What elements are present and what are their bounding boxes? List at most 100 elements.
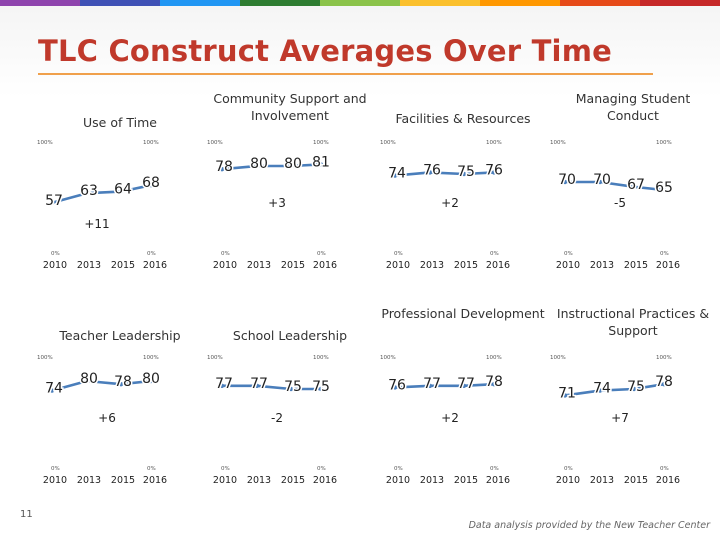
data-label: 75: [627, 379, 645, 395]
data-point: [254, 163, 260, 169]
x-tick-label: 2016: [143, 475, 167, 483]
x-tick-label: 2013: [247, 260, 271, 268]
series-line: [51, 379, 152, 392]
data-point: [318, 386, 324, 392]
data-point: [392, 173, 398, 178]
x-tick-label: 2016: [313, 475, 337, 483]
axis-bottom-label: 0%: [147, 466, 156, 472]
data-point: [118, 189, 124, 194]
axis-bottom-label: 0%: [490, 251, 499, 257]
data-label: 76: [423, 162, 441, 178]
line-chart: 100% 100% 0% 0% 78 80 80 81 +3 2010 2013 2015 2016: [207, 140, 337, 268]
axis-top-label: 100%: [380, 140, 396, 146]
data-point: [219, 167, 225, 172]
x-tick-label: 2015: [624, 260, 648, 268]
axis-top-label: 100%: [143, 140, 159, 146]
data-point: [597, 388, 603, 393]
axis-top-label: 100%: [37, 140, 53, 146]
change-annotation: +2: [441, 196, 459, 210]
data-label: 78: [215, 159, 233, 175]
data-point: [661, 187, 667, 193]
axis-top-label: 100%: [37, 355, 53, 361]
data-point: [427, 170, 433, 175]
chart-panel: Managing Student Conduct 100% 100% 0% 0% 70 70…: [548, 90, 718, 268]
data-label: 70: [593, 172, 611, 188]
title-underline: [38, 73, 653, 75]
data-label: 77: [250, 376, 268, 392]
x-tick-label: 2015: [624, 475, 648, 483]
footer-credit: Data analysis provided by the New Teache…: [468, 520, 710, 531]
data-label: 80: [142, 371, 160, 387]
data-point: [219, 383, 225, 388]
data-point: [491, 382, 497, 387]
change-annotation: -5: [614, 196, 626, 210]
data-label: 78: [114, 374, 132, 390]
line-chart: 100% 100% 0% 0% 77 77 75 75 -2 2010 2013 2015 2016: [207, 355, 337, 483]
x-tick-label: 2015: [281, 260, 305, 268]
data-point: [288, 386, 294, 392]
chart-panel: Facilities & Resources 100% 100% 0% 0% 74 76 75…: [378, 90, 548, 268]
data-label: 80: [284, 156, 302, 172]
change-annotation: +6: [98, 411, 116, 425]
data-label: 76: [485, 162, 503, 178]
x-tick-label: 2015: [111, 475, 135, 483]
data-label: 64: [114, 182, 132, 198]
axis-bottom-label: 0%: [394, 466, 403, 472]
axis-top-label: 100%: [380, 355, 396, 361]
data-point: [562, 179, 568, 185]
axis-bottom-label: 0%: [490, 466, 499, 472]
color-bar-segment: [480, 0, 560, 6]
data-label: 75: [457, 164, 475, 180]
data-label: 68: [142, 175, 160, 191]
x-tick-label: 2013: [420, 260, 444, 268]
color-bar-segment: [240, 0, 320, 6]
data-point: [148, 183, 154, 188]
chart-title: Use of Time: [83, 115, 157, 130]
x-tick-label: 2013: [590, 260, 614, 268]
data-label: 77: [215, 376, 233, 392]
axis-top-label: 100%: [207, 355, 223, 361]
data-point: [631, 386, 637, 392]
data-label: 63: [80, 183, 98, 199]
x-tick-label: 2015: [454, 475, 478, 483]
page-number: 11: [20, 509, 33, 520]
series-line: [564, 382, 665, 397]
axis-bottom-label: 0%: [51, 251, 60, 257]
axis-bottom-label: 0%: [147, 251, 156, 257]
chart-title: Professional Development: [381, 306, 545, 321]
color-bar-segment: [640, 0, 720, 6]
axis-bottom-label: 0%: [660, 251, 669, 257]
data-point: [148, 378, 154, 384]
x-tick-label: 2010: [386, 475, 410, 483]
axis-bottom-label: 0%: [51, 466, 60, 472]
series-line: [222, 384, 321, 391]
x-tick-label: 2010: [556, 475, 580, 483]
axis-bottom-label: 0%: [317, 251, 326, 257]
axis-bottom-label: 0%: [564, 466, 573, 472]
series-line: [51, 183, 152, 205]
data-label: 78: [655, 374, 673, 390]
data-point: [562, 393, 568, 398]
data-point: [118, 382, 124, 387]
axis-top-label: 100%: [207, 140, 223, 146]
x-tick-label: 2010: [43, 475, 67, 483]
chart-title: Facilities & Resources: [395, 111, 531, 126]
series-line: [565, 180, 665, 192]
top-color-bar: [0, 0, 720, 6]
data-label: 65: [655, 180, 673, 196]
axis-bottom-label: 0%: [660, 466, 669, 472]
data-label: 81: [312, 154, 330, 170]
slide-title: TLC Construct Averages Over Time: [38, 34, 612, 68]
color-bar-segment: [80, 0, 160, 6]
change-annotation: +3: [268, 196, 286, 210]
axis-bottom-label: 0%: [394, 251, 403, 257]
axis-top-label: 100%: [486, 140, 502, 146]
data-point: [254, 383, 260, 388]
data-label: 71: [558, 385, 576, 401]
x-tick-label: 2016: [486, 475, 510, 483]
data-label: 75: [312, 379, 330, 395]
change-annotation: -2: [271, 411, 283, 425]
x-tick-label: 2016: [313, 260, 337, 268]
data-point: [49, 200, 55, 205]
chart-panel: Use of Time 100% 100% 0% 0% 57 63 64 68 +11 2010 20…: [35, 90, 205, 268]
